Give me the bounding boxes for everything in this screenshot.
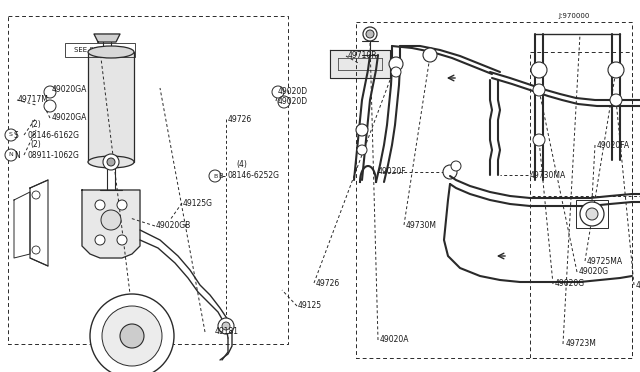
Circle shape (443, 165, 457, 179)
Text: 49020GA: 49020GA (52, 86, 88, 94)
Circle shape (44, 100, 56, 112)
Circle shape (531, 62, 547, 78)
Ellipse shape (88, 156, 134, 168)
Circle shape (103, 154, 119, 170)
Circle shape (451, 161, 461, 171)
Text: 49020G: 49020G (579, 267, 609, 276)
Circle shape (95, 200, 105, 210)
Circle shape (610, 94, 622, 106)
Circle shape (95, 235, 105, 245)
Ellipse shape (88, 46, 134, 58)
Circle shape (608, 62, 624, 78)
Polygon shape (330, 50, 390, 78)
Text: 49725MA: 49725MA (587, 257, 623, 266)
Polygon shape (94, 34, 120, 42)
Text: SEE SEC.490: SEE SEC.490 (74, 47, 118, 53)
Text: 49020G: 49020G (555, 279, 585, 289)
Text: 49181: 49181 (215, 327, 239, 337)
Text: 49020GB: 49020GB (156, 221, 191, 231)
Text: 49710R: 49710R (348, 51, 378, 61)
Text: 49125G: 49125G (183, 199, 213, 208)
Text: 49723M: 49723M (566, 340, 597, 349)
Text: 49020D: 49020D (278, 96, 308, 106)
Text: 49020D: 49020D (278, 87, 308, 96)
Circle shape (533, 84, 545, 96)
Polygon shape (82, 190, 140, 258)
Circle shape (5, 149, 17, 161)
Text: (4): (4) (236, 160, 247, 170)
Circle shape (222, 322, 230, 330)
Circle shape (209, 170, 221, 182)
Circle shape (278, 96, 290, 108)
Circle shape (90, 294, 174, 372)
Bar (88, 52, 134, 162)
Circle shape (533, 134, 545, 146)
Bar (65, 43, 135, 57)
Circle shape (363, 27, 377, 41)
Circle shape (107, 158, 115, 166)
Text: (2): (2) (30, 121, 41, 129)
Text: 08146-6162G: 08146-6162G (27, 131, 79, 140)
Text: 49020GA: 49020GA (52, 113, 88, 122)
Circle shape (391, 67, 401, 77)
Text: 49730MA: 49730MA (530, 170, 566, 180)
Circle shape (357, 145, 367, 155)
Circle shape (117, 200, 127, 210)
Text: B: B (213, 173, 217, 179)
Circle shape (120, 324, 144, 348)
Circle shape (101, 210, 121, 230)
Text: 49020G: 49020G (636, 280, 640, 289)
Text: 08911-1062G: 08911-1062G (27, 151, 79, 160)
Circle shape (117, 235, 127, 245)
Circle shape (580, 202, 604, 226)
Text: 49020FA: 49020FA (597, 141, 630, 150)
Circle shape (32, 191, 40, 199)
Bar (576, 200, 608, 228)
Text: 49730M: 49730M (406, 221, 437, 230)
Text: 49717M: 49717M (18, 96, 49, 105)
Circle shape (102, 306, 162, 366)
Circle shape (218, 318, 234, 334)
Text: S: S (9, 132, 13, 138)
Circle shape (32, 246, 40, 254)
Text: J:970000: J:970000 (558, 13, 589, 19)
Text: 49726: 49726 (316, 279, 340, 288)
Text: N: N (14, 151, 20, 160)
Text: 49726: 49726 (228, 115, 252, 124)
Circle shape (272, 86, 284, 98)
Circle shape (586, 208, 598, 220)
Text: N: N (8, 153, 13, 157)
Text: S: S (14, 131, 19, 140)
Circle shape (366, 30, 374, 38)
Text: 49020A: 49020A (380, 336, 410, 344)
Text: 49125: 49125 (298, 301, 322, 311)
Circle shape (423, 48, 437, 62)
Circle shape (389, 57, 403, 71)
Text: B: B (218, 173, 223, 179)
Text: (2): (2) (30, 141, 41, 150)
Circle shape (356, 124, 368, 136)
Circle shape (44, 86, 56, 98)
Text: 49020F: 49020F (378, 167, 406, 176)
Text: 08146-6252G: 08146-6252G (228, 171, 280, 180)
Circle shape (5, 129, 17, 141)
